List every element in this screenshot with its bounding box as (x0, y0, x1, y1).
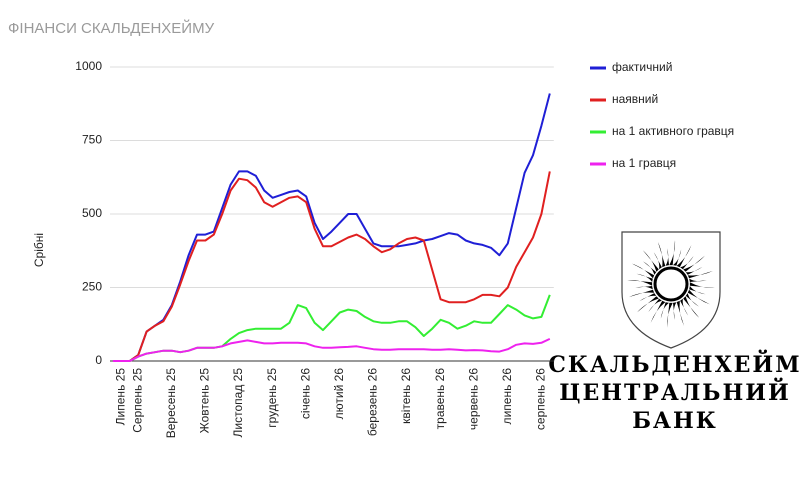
sun-core (653, 266, 689, 302)
sun-ray (653, 252, 662, 270)
legend-label: на 1 гравця (612, 156, 676, 170)
logo-line: СКАЛЬДЕНХЕЙМ (548, 349, 800, 378)
sun-ray (637, 296, 659, 313)
x-tick-label: Жовтень 25 (198, 368, 212, 434)
sun-ray (687, 289, 710, 305)
x-tick-label: серпень 26 (534, 368, 548, 430)
x-tick-label: травень 26 (433, 368, 447, 430)
y-tick-label: 1000 (75, 59, 102, 73)
sun-ray (669, 240, 676, 266)
sun-ray (643, 261, 657, 275)
sun-ray (680, 298, 689, 316)
sun-ray (685, 266, 703, 275)
sun-ray (648, 298, 662, 312)
sun-ray (676, 300, 685, 326)
sun-ray (683, 296, 700, 318)
sun-ray (680, 256, 694, 270)
series-line (113, 337, 551, 362)
x-tick-label: Серпень 25 (130, 368, 144, 433)
sun-ray (673, 249, 682, 266)
sun-ray (636, 273, 653, 282)
legend-label: наявний (612, 92, 658, 106)
chart-title: ФІНАНСИ СКАЛЬДЕНХЕЙМУ (8, 19, 215, 37)
y-axis-label: Срібні (32, 233, 46, 267)
y-tick-label: 0 (95, 353, 102, 367)
x-tick-label: Липень 25 (114, 368, 128, 426)
sun-ray (689, 282, 715, 289)
y-tick-label: 500 (82, 206, 102, 220)
sun-ray (676, 245, 692, 268)
legend-label: фактичний (612, 60, 672, 74)
x-tick-label: лютий 26 (332, 368, 346, 420)
sun-ray (683, 255, 705, 272)
series-line (113, 93, 551, 362)
x-tick-label: червень 26 (466, 368, 480, 430)
x-tick-label: січень 26 (298, 368, 312, 419)
sun-ray (650, 300, 666, 323)
sun-ray (685, 293, 699, 307)
x-tick-label: Вересень 25 (164, 368, 178, 439)
sun-ray (642, 250, 659, 272)
x-tick-label: Листопад 25 (231, 368, 245, 438)
sun-ray (629, 289, 655, 298)
sun-ray (665, 248, 669, 266)
logo-line: БАНК (632, 408, 718, 434)
x-tick-label: березень 26 (366, 368, 380, 436)
x-tick-label: грудень 25 (265, 368, 279, 428)
sun-ray (673, 302, 677, 320)
sun-ray (689, 278, 707, 282)
y-tick-label: 750 (82, 133, 102, 147)
sun-ray (635, 286, 653, 290)
sun-ray (632, 263, 655, 279)
sun-ray (657, 242, 666, 268)
sun-ray (627, 279, 653, 286)
sun-ray (660, 302, 669, 319)
x-tick-label: квітень 26 (399, 368, 413, 424)
sun-emblem (627, 240, 715, 328)
x-tick-label: липень 26 (500, 368, 514, 425)
y-tick-label: 250 (82, 280, 102, 294)
logo-line: ЦЕНТРАЛЬНИЙ (559, 377, 791, 406)
sun-ray (687, 270, 713, 279)
sun-ray (639, 293, 657, 302)
series-line (113, 171, 551, 362)
sun-ray (689, 286, 706, 295)
logo: СКАЛЬДЕНХЕЙМ ЦЕНТРАЛЬНИЙ БАНК (548, 231, 800, 434)
legend-label: на 1 активного гравця (612, 124, 734, 138)
sun-ray (666, 302, 673, 328)
